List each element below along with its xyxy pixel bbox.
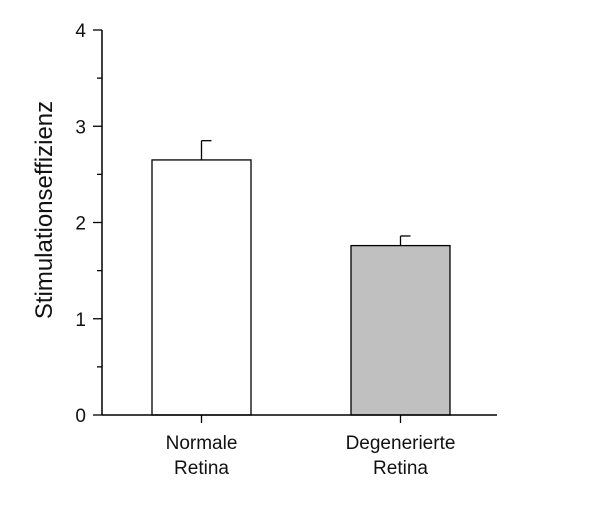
- y-tick-label: 3: [75, 117, 86, 138]
- x-category-label: Degenerierte: [346, 433, 456, 454]
- x-category-label: Retina: [174, 458, 229, 479]
- x-category-labels: Normale Retina Degenerierte Retina: [166, 415, 456, 479]
- x-category-label: Retina: [373, 458, 428, 479]
- y-tick-label: 4: [75, 21, 86, 42]
- bars: [151, 140, 451, 416]
- y-axis-title: Stimulationseffizienz: [31, 101, 58, 319]
- y-tick-label: 2: [75, 214, 86, 235]
- bar-0: [151, 159, 252, 416]
- bar-1: [350, 244, 451, 416]
- y-ticks: 0 1 2 3 4: [75, 21, 102, 427]
- y-tick-label: 1: [75, 310, 86, 331]
- x-category-label: Normale: [166, 433, 238, 454]
- y-tick-label: 0: [75, 406, 86, 427]
